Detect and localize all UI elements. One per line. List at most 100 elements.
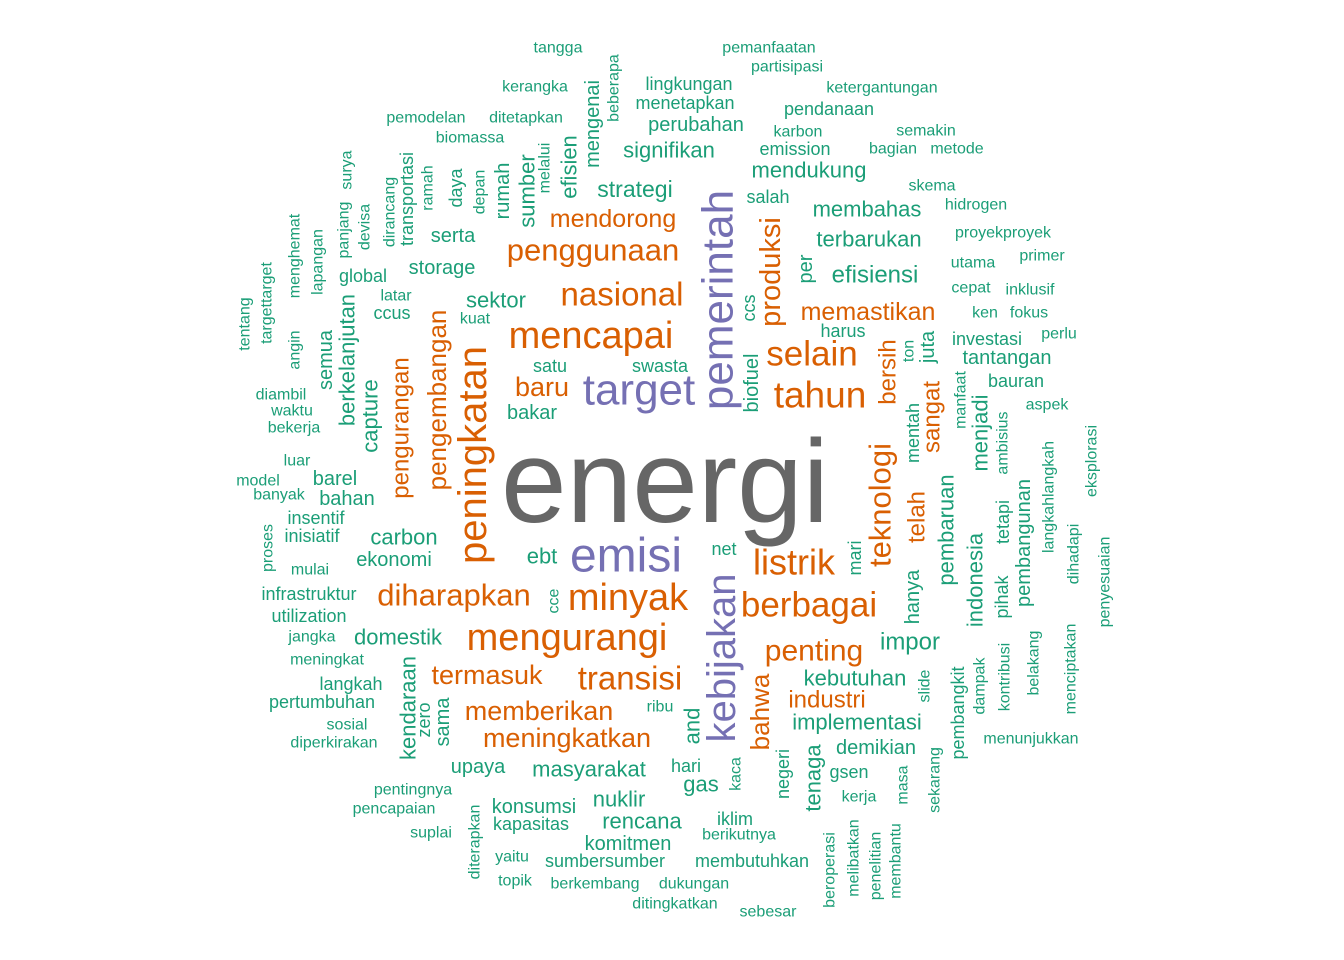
word-model: model	[236, 473, 280, 490]
word-pembangunan: pembangunan	[1013, 479, 1035, 607]
word-panjang: panjang	[336, 202, 353, 259]
word-pihak: pihak	[992, 574, 1012, 618]
word-primer: primer	[1019, 248, 1065, 265]
word-pembaruan: pembaruan	[934, 474, 959, 585]
word-pengurangan: pengurangan	[388, 357, 415, 498]
word-konsumsi: konsumsi	[492, 796, 576, 818]
word-rencana: rencana	[602, 809, 682, 834]
word-net: net	[711, 539, 736, 559]
word-domestik: domestik	[354, 625, 443, 650]
word-surya: surya	[339, 150, 356, 189]
word-investasi: investasi	[952, 329, 1022, 349]
word-dihadapi: dihadapi	[1066, 524, 1083, 585]
word-ebt: ebt	[527, 544, 558, 569]
word-bauran: bauran	[988, 371, 1044, 391]
word-bakar: bakar	[507, 402, 557, 424]
word-pemanfaatan: pemanfaatan	[722, 40, 815, 57]
word-efisien: efisien	[557, 135, 582, 199]
word-dampak: dampak	[972, 657, 989, 715]
word-gsen: gsen	[829, 762, 868, 782]
word-yaitu: yaitu	[495, 849, 529, 866]
word-semua: semua	[315, 329, 337, 390]
word-langkah: langkah	[319, 674, 382, 694]
word-energi: energi	[501, 416, 829, 548]
word-juta: juta	[917, 330, 939, 364]
word-sumber: sumber	[515, 154, 540, 227]
word-signifikan: signifikan	[623, 138, 715, 163]
word-proses: proses	[260, 524, 277, 572]
word-serta: serta	[431, 225, 476, 247]
word-daya: daya	[446, 168, 466, 208]
word-sektor: sektor	[466, 288, 526, 313]
word-belakang: belakang	[1026, 631, 1043, 696]
word-listrik: listrik	[753, 542, 836, 583]
word-efisiensi: efisiensi	[832, 262, 919, 289]
word-salah: salah	[746, 187, 789, 207]
word-zero: zero	[414, 702, 434, 737]
word-biofuel: biofuel	[741, 354, 763, 413]
word-kebutuhan: kebutuhan	[804, 666, 907, 691]
word-tantangan: tantangan	[963, 347, 1052, 369]
word-hanya: hanya	[902, 569, 924, 624]
word-meningkat: meningkat	[290, 652, 364, 669]
word-luar: luar	[284, 453, 311, 470]
word-cepat: cepat	[951, 280, 991, 297]
word-penting: penting	[765, 635, 863, 668]
word-membahas: membahas	[813, 197, 922, 222]
word-kebijakan: kebijakan	[700, 573, 744, 742]
word-mari: mari	[845, 541, 865, 576]
word-perlu: perlu	[1041, 326, 1077, 343]
word-banyak: banyak	[253, 487, 306, 504]
word-ribu: ribu	[647, 699, 674, 716]
word-kapasitas: kapasitas	[493, 814, 569, 834]
word-impor: impor	[880, 629, 940, 656]
word-beberapa: beberapa	[606, 54, 623, 122]
word-carbon: carbon	[370, 525, 437, 550]
word-peningkatan: peningkatan	[451, 346, 495, 564]
word-fokus: fokus	[1010, 305, 1048, 322]
word-dirancang: dirancang	[382, 177, 399, 247]
word-devisa: devisa	[357, 204, 374, 250]
word-emisi: emisi	[570, 530, 682, 583]
word-berkelanjutan: berkelanjutan	[335, 294, 360, 426]
word-negeri: negeri	[773, 749, 793, 799]
word-memberikan: memberikan	[465, 696, 614, 726]
word-tenaga: tenaga	[801, 744, 826, 812]
word-melalui: melalui	[537, 143, 554, 194]
word-kontribusi: kontribusi	[997, 643, 1014, 711]
word-inklusif: inklusif	[1006, 282, 1055, 299]
word-implementasi: implementasi	[792, 710, 922, 735]
word-komitmen: komitmen	[585, 833, 672, 855]
word-emission: emission	[759, 139, 830, 159]
word-insentif: insentif	[287, 508, 345, 528]
word-angin: angin	[287, 330, 304, 369]
word-meningkatkan: meningkatkan	[483, 723, 651, 753]
word-transisi: transisi	[578, 660, 683, 697]
word-capture: capture	[358, 379, 383, 452]
word-gas: gas	[683, 772, 718, 797]
word-pengembangan: pengembangan	[422, 310, 452, 491]
word-slide: slide	[917, 669, 934, 702]
word-hidrogen: hidrogen	[945, 197, 1007, 214]
word-tangga: tangga	[534, 40, 583, 57]
word-membutuhkan: membutuhkan	[695, 851, 809, 871]
word-pencapaian: pencapaian	[353, 801, 436, 818]
word-harus: harus	[820, 321, 865, 341]
word-targettarget: targettarget	[259, 262, 276, 344]
word-dukungan: dukungan	[659, 876, 729, 893]
word-pemodelan: pemodelan	[386, 110, 465, 127]
word-rumah: rumah	[492, 163, 514, 220]
word-tetapi: tetapi	[993, 500, 1013, 544]
word-menetapkan: menetapkan	[635, 93, 734, 113]
word-minyak: minyak	[568, 577, 689, 619]
word-melibatkan: melibatkan	[846, 819, 863, 896]
word-pembangkit: pembangkit	[948, 666, 968, 759]
word-cce: cce	[546, 588, 563, 613]
word-proyekproyek: proyekproyek	[955, 225, 1052, 242]
word-mendorong: mendorong	[550, 205, 676, 233]
word-metode: metode	[930, 141, 983, 158]
word-pendanaan: pendanaan	[784, 99, 874, 119]
word-sumbersumber: sumbersumber	[545, 851, 665, 871]
word-indonesia: indonesia	[963, 532, 988, 627]
word-beroperasi: beroperasi	[822, 832, 839, 908]
